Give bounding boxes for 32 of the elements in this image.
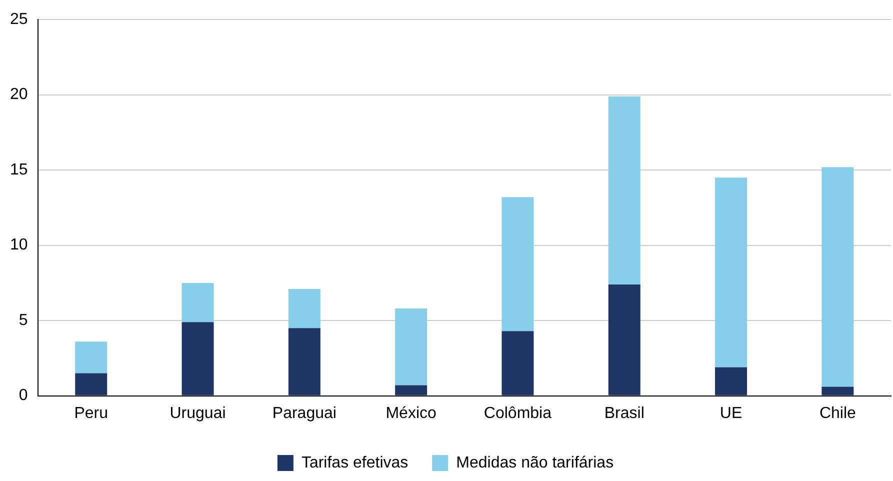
bar — [715, 367, 748, 396]
bar — [182, 322, 214, 396]
y-tick-label: 20 — [10, 86, 28, 104]
y-tick-label: 10 — [10, 236, 28, 254]
bar — [288, 288, 320, 328]
x-tick-label: Paraguai — [272, 404, 336, 422]
bar — [288, 328, 320, 396]
legend-label: Tarifas efetivas — [301, 454, 408, 472]
x-tick-label: UE — [720, 404, 742, 422]
bar — [822, 386, 854, 396]
bar — [395, 385, 428, 396]
bar — [502, 197, 534, 332]
x-tick-label: Peru — [74, 404, 108, 422]
bar — [608, 96, 640, 284]
bar — [715, 178, 748, 368]
legend-label: Medidas não tarifárias — [456, 454, 614, 472]
x-tick-label: Chile — [819, 404, 856, 422]
bar — [75, 373, 108, 396]
y-tick-label: 25 — [10, 11, 28, 28]
y-tick-label: 15 — [10, 161, 28, 178]
bar — [395, 308, 428, 386]
bar — [608, 284, 640, 396]
y-tick-label: 5 — [18, 312, 28, 329]
x-tick-label: México — [386, 404, 437, 422]
x-tick-label: Colômbia — [484, 404, 552, 422]
x-tick-label: Uruguai — [170, 404, 226, 422]
bar — [822, 167, 854, 387]
bar — [502, 331, 534, 396]
x-tick-label: Brasil — [604, 404, 644, 422]
bar — [182, 282, 214, 322]
bar — [75, 342, 108, 374]
y-tick-label: 0 — [18, 387, 28, 404]
